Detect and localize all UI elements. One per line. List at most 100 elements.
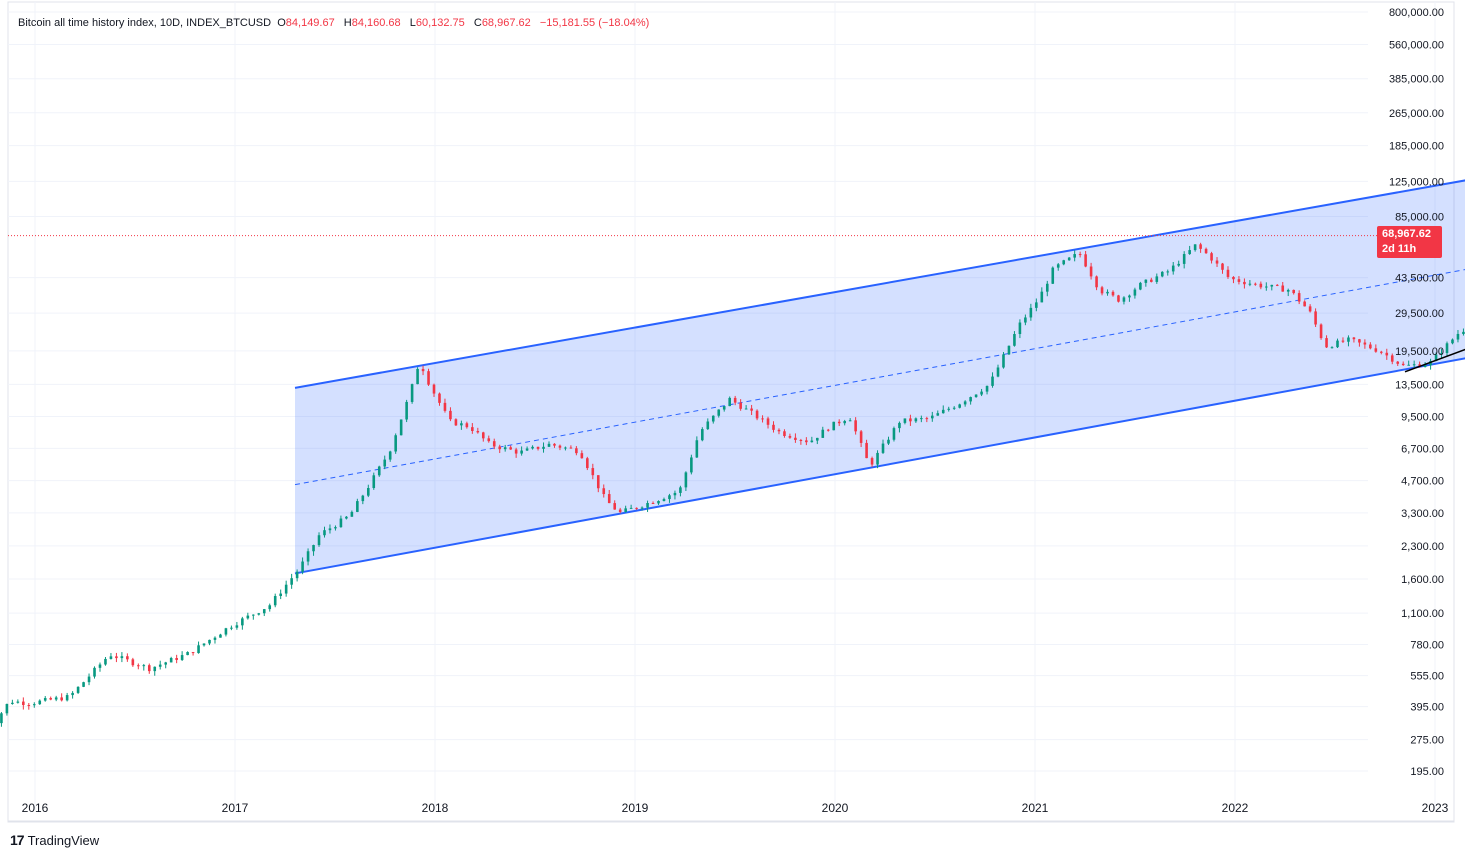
bar-countdown: 2d 11h [1382, 243, 1417, 255]
y-tick-label: 780.00 [1410, 640, 1444, 652]
candle-body [920, 418, 923, 420]
candle-body [547, 443, 551, 447]
candle-body [591, 468, 595, 476]
candle-body [312, 545, 315, 552]
candle-body [454, 419, 458, 426]
candle-body [1358, 339, 1361, 343]
candle-body [241, 618, 244, 626]
candle-body [197, 645, 200, 654]
candle-body [1051, 267, 1055, 284]
candle-body [1451, 339, 1454, 344]
candle-body [1363, 342, 1367, 345]
candle-body [1155, 276, 1159, 282]
candle-body [843, 421, 846, 424]
candle-body [1144, 279, 1148, 283]
axes: 800,000.00 560,000.00 385,000.00 265,000.00… [8, 7, 1449, 815]
candle-body [1314, 311, 1317, 325]
candle-body [366, 488, 370, 496]
candle-body [109, 656, 113, 659]
candle-body [32, 704, 36, 706]
candle-body [5, 703, 9, 714]
candle-body [958, 404, 961, 408]
candle-body [914, 418, 918, 422]
candle-body [963, 401, 967, 405]
regression-channel[interactable] [294, 0, 1465, 575]
candle-body [602, 488, 606, 495]
candle-body [586, 458, 589, 469]
candle-body [328, 528, 332, 531]
candle-body [137, 665, 140, 667]
candle-body [679, 487, 682, 493]
candle-body [317, 535, 321, 546]
legend-open-value: 84,149.67 [285, 17, 335, 29]
candle-body [219, 634, 222, 638]
candle-body [1029, 307, 1033, 318]
candle-body [213, 637, 217, 640]
candle-body [279, 593, 282, 597]
candle-body [536, 446, 540, 449]
candle-body [629, 507, 633, 509]
candle-body [799, 439, 803, 441]
candle-body [1133, 289, 1137, 296]
candle-body [1171, 265, 1175, 272]
candle-body [208, 639, 211, 644]
candle-body [1177, 263, 1181, 266]
candle-body [295, 571, 299, 579]
y-tick-label: 185,000.00 [1389, 141, 1444, 153]
candle-body [503, 447, 507, 450]
candle-body [126, 656, 129, 660]
x-tick-label: 2022 [1222, 801, 1249, 815]
candle-body [43, 698, 47, 701]
candle-body [1221, 263, 1224, 270]
candle-body [1002, 354, 1005, 368]
candle-body [898, 422, 901, 429]
candle-body [131, 659, 135, 666]
candle-body [1380, 351, 1383, 353]
candle-body [1232, 276, 1235, 280]
candle-body [640, 507, 644, 509]
candle-body [805, 440, 808, 443]
candle-body [832, 421, 836, 431]
candle-body [816, 437, 819, 441]
candle-body [1325, 338, 1328, 348]
candle-body [361, 495, 365, 502]
candle-body [865, 442, 868, 459]
candle-body [739, 402, 742, 409]
tradingview-logo[interactable]: 17 TradingView [10, 832, 99, 848]
y-tick-label: 43,500.00 [1395, 273, 1444, 285]
candle-body [38, 700, 42, 705]
candle-body [985, 385, 989, 392]
candle-body [876, 452, 879, 465]
candle-body [1078, 254, 1082, 256]
candle-body [339, 518, 343, 528]
candle-body [1062, 260, 1066, 265]
candle-body [1248, 283, 1252, 285]
candle-body [410, 384, 414, 402]
y-tick-label: 275.00 [1410, 735, 1444, 747]
candle-body [443, 402, 447, 411]
candle-body [476, 430, 480, 433]
candle-body [564, 447, 567, 449]
candle-body [909, 418, 912, 422]
candle-body [1456, 333, 1460, 340]
candle-body [859, 431, 863, 443]
legend-high-label: H [343, 17, 352, 29]
candle-body [1281, 285, 1285, 292]
candle-body [1445, 343, 1449, 353]
candle-body [65, 695, 69, 701]
candle-body [1254, 283, 1257, 285]
candle-body [1286, 289, 1290, 292]
candle-body [301, 561, 304, 572]
candle-body [1237, 279, 1241, 282]
candle-body [230, 627, 233, 629]
candle-body [936, 413, 940, 416]
candle-body [854, 420, 857, 432]
candle-body [947, 408, 951, 410]
last-price-tag: 68,967.62 2d 11h [1377, 226, 1442, 258]
candle-body [941, 409, 945, 414]
candle-body [618, 509, 622, 512]
candle-body [1182, 254, 1186, 264]
candle-body [701, 429, 704, 441]
candle-body [1412, 364, 1416, 366]
